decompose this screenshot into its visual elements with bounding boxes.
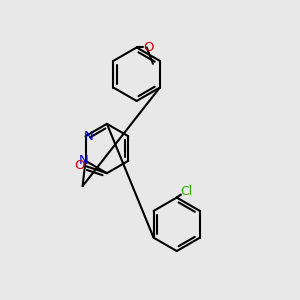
Text: N: N [78,154,88,167]
Text: N: N [84,130,93,143]
Text: Cl: Cl [180,185,192,198]
Text: O: O [143,41,154,54]
Text: O: O [74,159,85,172]
